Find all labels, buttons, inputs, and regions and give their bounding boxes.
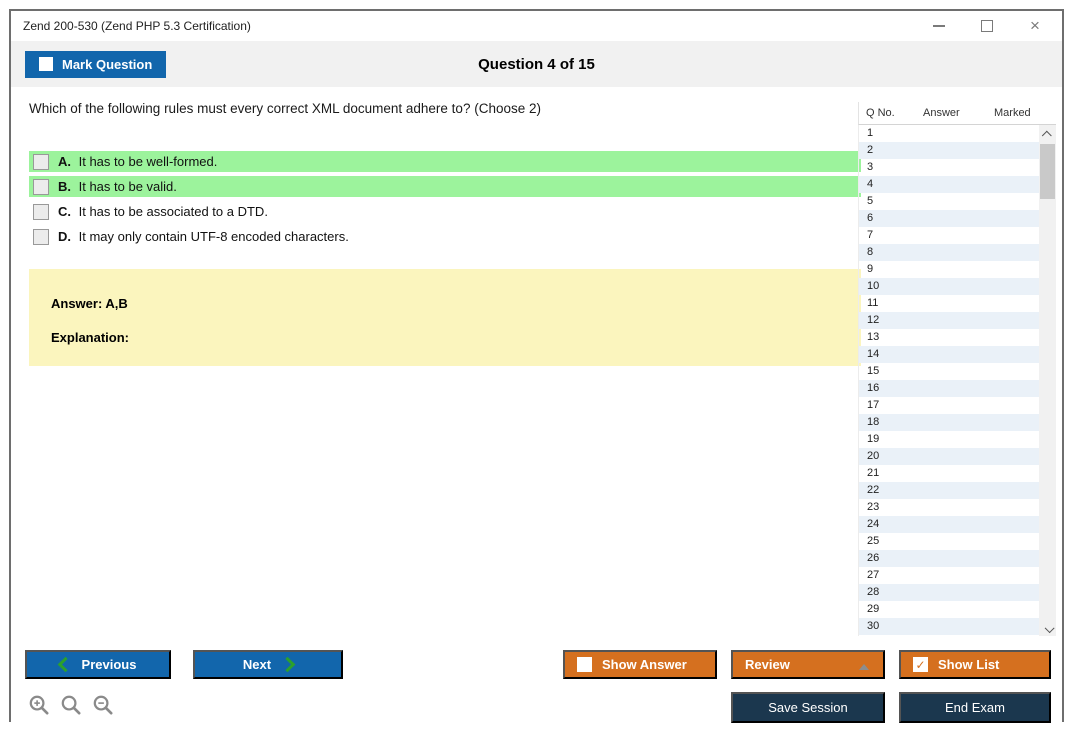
review-button[interactable]: Review xyxy=(731,650,885,679)
save-session-button[interactable]: Save Session xyxy=(731,692,885,723)
question-list-row[interactable]: 22 xyxy=(859,482,1039,499)
question-list-row[interactable]: 1 xyxy=(867,127,874,139)
question-list-row[interactable]: 12 xyxy=(859,312,1039,329)
option-text: D. It may only contain UTF-8 encoded cha… xyxy=(58,229,349,244)
question-list-header: Q No. Answer Marked xyxy=(858,102,1056,125)
column-qno: Q No. xyxy=(866,107,895,119)
window-title: Zend 200-530 (Zend PHP 5.3 Certification… xyxy=(23,19,251,33)
next-button[interactable]: Next xyxy=(193,650,343,679)
window-controls: × xyxy=(932,16,1050,35)
zoom-in-icon[interactable] xyxy=(28,694,51,717)
scrollbar[interactable] xyxy=(1039,125,1056,636)
question-list-row[interactable]: 13 xyxy=(867,331,880,343)
end-exam-button[interactable]: End Exam xyxy=(899,692,1051,723)
question-list-row[interactable]: 5 xyxy=(867,195,874,207)
answer-option[interactable]: D. It may only contain UTF-8 encoded cha… xyxy=(29,226,861,247)
question-list-row[interactable]: 17 xyxy=(867,399,880,411)
option-text: A. It has to be well-formed. xyxy=(58,154,218,169)
previous-label: Previous xyxy=(81,657,137,672)
question-list-row[interactable]: 20 xyxy=(859,448,1039,465)
show-list-label: Show List xyxy=(938,657,1000,672)
option-checkbox[interactable] xyxy=(33,203,49,220)
zoom-out-icon[interactable] xyxy=(92,694,115,717)
show-answer-button[interactable]: Show Answer xyxy=(563,650,717,679)
answer-option[interactable]: A. It has to be well-formed. xyxy=(29,151,861,172)
question-list-row[interactable]: 6 xyxy=(859,210,1039,227)
mark-question-checkbox[interactable] xyxy=(39,57,53,71)
answer-option[interactable]: C. It has to be associated to a DTD. xyxy=(29,201,861,222)
question-list-row[interactable]: 11 xyxy=(867,297,879,309)
maximize-icon[interactable] xyxy=(980,19,994,33)
question-list-row[interactable]: 21 xyxy=(867,467,880,479)
question-list-row[interactable]: 30 xyxy=(859,618,1039,635)
header-band: Question 4 of 15 Mark Question xyxy=(11,41,1062,87)
question-list-row[interactable]: 18 xyxy=(859,414,1039,431)
option-checkbox[interactable] xyxy=(33,228,49,245)
app-window: Zend 200-530 (Zend PHP 5.3 Certification… xyxy=(9,9,1064,736)
show-list-button[interactable]: ✓ Show List xyxy=(899,650,1051,679)
show-answer-label: Show Answer xyxy=(602,657,687,672)
next-label: Next xyxy=(242,657,272,672)
question-list-row[interactable]: 29 xyxy=(867,603,880,615)
options-list: A. It has to be well-formed. B. It has to… xyxy=(29,151,861,247)
answer-panel: Answer: A,B Explanation: xyxy=(29,269,861,366)
check-icon: ✓ xyxy=(915,657,926,672)
scrollbar-thumb[interactable] xyxy=(1040,144,1055,199)
show-answer-checkbox[interactable] xyxy=(577,657,592,672)
question-text: Which of the following rules must every … xyxy=(29,101,541,116)
triangle-up-icon xyxy=(859,664,869,670)
question-list-body: 1 2 3 4 5 6 7 8 9 10 11 12 13 14 15 16 17 18 19 20 21 22 23 24 2… xyxy=(858,125,1056,636)
question-list-row[interactable]: 16 xyxy=(859,380,1039,397)
question-list-row[interactable]: 23 xyxy=(867,501,880,513)
question-list-rows: 1 2 3 4 5 6 7 8 9 10 11 12 13 14 15 16 17 18 19 20 21 22 23 24 2… xyxy=(859,125,1039,636)
previous-button[interactable]: Previous xyxy=(25,650,171,679)
question-list-row[interactable]: 19 xyxy=(867,433,880,445)
title-bar: Zend 200-530 (Zend PHP 5.3 Certification… xyxy=(11,11,1062,41)
question-list-row[interactable]: 9 xyxy=(867,263,874,275)
end-exam-label: End Exam xyxy=(945,700,1005,715)
footer: Previous Next Show Answer Review ✓ Show … xyxy=(11,644,1062,736)
mark-question-button[interactable]: Mark Question xyxy=(25,50,167,78)
question-list-panel: Q No. Answer Marked 1 2 3 4 5 6 7 8 9 10 11 12 13 14 1… xyxy=(858,102,1056,636)
close-icon[interactable]: × xyxy=(1030,16,1040,35)
option-checkbox[interactable] xyxy=(33,178,49,195)
question-list-row[interactable]: 28 xyxy=(859,584,1039,601)
question-list-row[interactable]: 10 xyxy=(859,278,1039,295)
mark-question-label: Mark Question xyxy=(62,56,153,72)
column-answer: Answer xyxy=(923,107,960,119)
question-list-row[interactable]: 14 xyxy=(859,346,1039,363)
answer-option[interactable]: B. It has to be valid. xyxy=(29,176,861,197)
question-counter: Question 4 of 15 xyxy=(478,55,595,73)
question-list-row[interactable]: 7 xyxy=(867,229,874,241)
explanation-label: Explanation: xyxy=(51,330,130,345)
save-session-label: Save Session xyxy=(768,700,848,715)
show-list-checkbox[interactable]: ✓ xyxy=(913,657,928,672)
option-checkbox[interactable] xyxy=(33,153,49,170)
zoom-reset-icon[interactable] xyxy=(60,694,83,717)
question-list-row[interactable]: 24 xyxy=(859,516,1039,533)
column-marked: Marked xyxy=(994,107,1031,119)
question-list-row[interactable]: 27 xyxy=(867,569,880,581)
minimize-icon[interactable] xyxy=(932,19,946,33)
question-list-row[interactable]: 8 xyxy=(859,244,1039,261)
chevron-right-icon xyxy=(279,656,296,673)
question-list-row[interactable]: 2 xyxy=(859,142,1039,159)
chevron-left-icon xyxy=(57,656,73,673)
question-list-row[interactable]: 4 xyxy=(859,176,1039,193)
zoom-controls xyxy=(28,694,115,717)
content-area: Which of the following rules must every … xyxy=(11,101,1062,644)
scroll-up-icon[interactable] xyxy=(1039,125,1056,142)
question-list-row[interactable]: 26 xyxy=(859,550,1039,567)
option-text: B. It has to be valid. xyxy=(58,179,177,194)
scroll-down-icon[interactable] xyxy=(1039,619,1056,636)
answer-label: Answer: A,B xyxy=(51,296,128,311)
review-label: Review xyxy=(745,657,790,672)
option-text: C. It has to be associated to a DTD. xyxy=(58,204,268,219)
question-list-row[interactable]: 15 xyxy=(867,365,880,377)
question-list-row[interactable]: 3 xyxy=(867,161,874,173)
question-list-row[interactable]: 25 xyxy=(867,535,880,547)
